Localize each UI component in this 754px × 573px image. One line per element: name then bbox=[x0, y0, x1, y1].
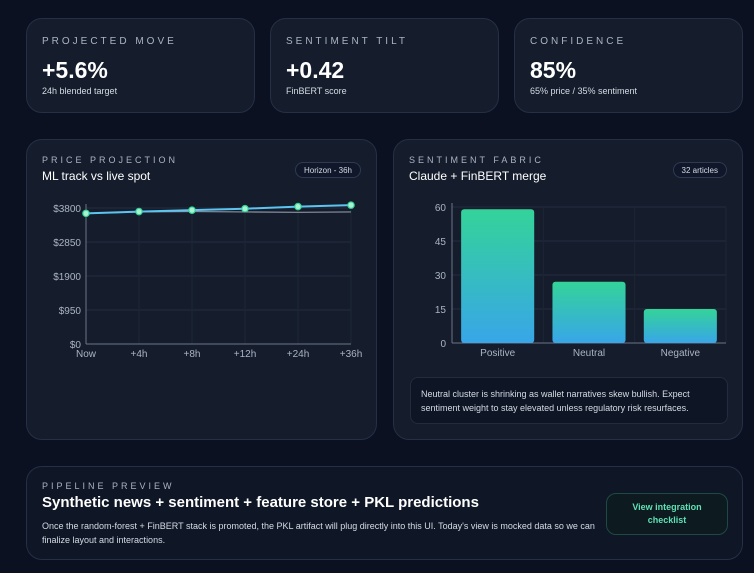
y-tick-label: $950 bbox=[59, 306, 82, 317]
y-tick-label: 30 bbox=[435, 271, 447, 282]
metric-card-sentiment-tilt: SENTIMENT TILT +0.42 FinBERT score bbox=[270, 18, 499, 113]
y-tick-label: 15 bbox=[435, 305, 447, 316]
price-projection-card: PRICE PROJECTION ML track vs live spot H… bbox=[26, 139, 377, 440]
data-point bbox=[188, 206, 196, 214]
data-point bbox=[347, 201, 355, 209]
pipeline-label: PIPELINE PREVIEW bbox=[42, 481, 175, 491]
pipeline-body: Once the random-forest + FinBERT stack i… bbox=[42, 521, 595, 545]
price-chart: $0 $950 $1900 $2850 $3800 Now +4h +8h +12h +24h +3… bbox=[53, 201, 363, 360]
metric-label: SENTIMENT TILT bbox=[286, 36, 409, 47]
metric-label: PROJECTED MOVE bbox=[42, 36, 177, 47]
y-tick-label: 60 bbox=[435, 203, 447, 214]
metric-value: 85% bbox=[530, 57, 577, 83]
y-tick-label: 45 bbox=[435, 237, 447, 248]
articles-pill: 32 articles bbox=[672, 162, 727, 178]
pipeline-card: PIPELINE PREVIEW Synthetic news + sentim… bbox=[26, 466, 743, 560]
section-label: PRICE PROJECTION bbox=[42, 155, 179, 165]
section-label: SENTIMENT FABRIC bbox=[409, 155, 544, 165]
data-point bbox=[82, 209, 90, 218]
metric-sub: 24h blended target bbox=[42, 86, 118, 96]
sentiment-note: Neutral cluster is shrinking as wallet n… bbox=[410, 377, 728, 424]
x-tick-label: Positive bbox=[480, 348, 515, 359]
pipeline-title: Synthetic news + sentiment + feature sto… bbox=[42, 494, 479, 511]
x-tick-label: +36h bbox=[340, 349, 363, 360]
x-tick-label: +24h bbox=[287, 349, 310, 360]
section-title: Claude + FinBERT merge bbox=[409, 169, 547, 183]
metric-value: +5.6% bbox=[42, 57, 108, 83]
y-tick-label: $2850 bbox=[53, 238, 81, 249]
x-tick-label: Neutral bbox=[573, 348, 605, 359]
bar-positive bbox=[461, 209, 535, 343]
y-tick-label: $3800 bbox=[53, 204, 81, 215]
data-point bbox=[135, 207, 143, 216]
bar-negative bbox=[643, 309, 717, 343]
x-tick-label: +4h bbox=[131, 349, 148, 360]
x-tick-label: Negative bbox=[661, 348, 701, 359]
y-tick-label: $1900 bbox=[53, 272, 81, 283]
data-point bbox=[294, 202, 302, 211]
metric-label: CONFIDENCE bbox=[530, 36, 627, 47]
view-integration-checklist-button[interactable]: View integration checklist bbox=[606, 493, 728, 535]
bar-neutral bbox=[552, 281, 626, 343]
data-point bbox=[241, 204, 249, 213]
metric-card-confidence: CONFIDENCE 85% 65% price / 35% sentiment bbox=[514, 18, 743, 113]
x-tick-label: +8h bbox=[184, 349, 201, 360]
y-tick-label: 0 bbox=[440, 339, 446, 350]
sentiment-card: SENTIMENT FABRIC Claude + FinBERT merge … bbox=[393, 139, 743, 440]
section-title: ML track vs live spot bbox=[42, 169, 151, 183]
metric-card-projected-move: PROJECTED MOVE +5.6% 24h blended target bbox=[26, 18, 255, 113]
metric-value: +0.42 bbox=[286, 57, 345, 83]
x-tick-label: +12h bbox=[234, 349, 257, 360]
metric-sub: 65% price / 35% sentiment bbox=[530, 86, 638, 96]
sentiment-chart: 0 15 30 45 60 Positive Neutral Negative bbox=[435, 203, 727, 359]
metric-sub: FinBERT score bbox=[286, 86, 347, 96]
horizon-pill: Horizon - 36h bbox=[294, 162, 361, 178]
series-line bbox=[85, 204, 352, 215]
x-tick-label: Now bbox=[76, 349, 97, 360]
y-tick-label: $0 bbox=[70, 340, 82, 351]
